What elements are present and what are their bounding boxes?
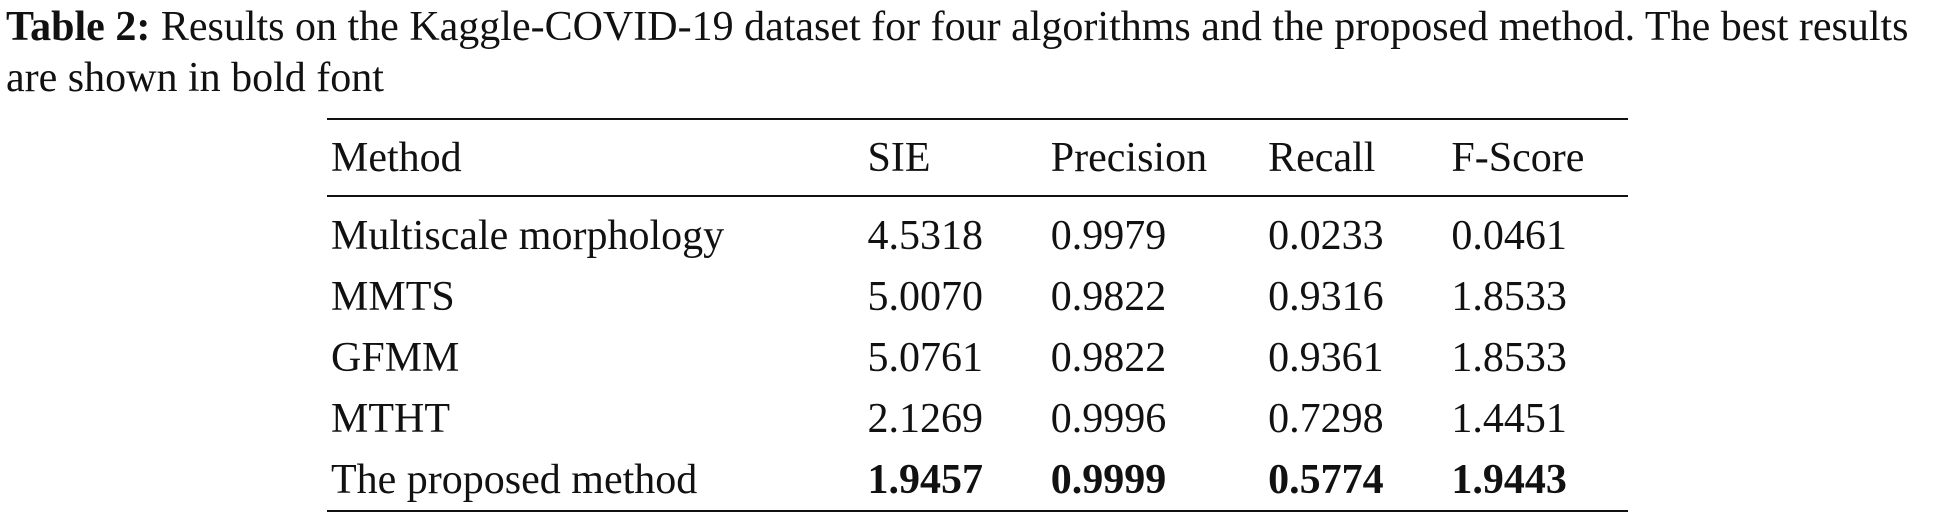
recall-cell: 0.0233 (1268, 212, 1384, 259)
table-row: The proposed method 1.9457 0.9999 0.5774… (327, 449, 1628, 511)
precision-cell: 0.9999 (1050, 456, 1167, 503)
header-f-score: F-Score (1451, 134, 1585, 181)
table-row: MMTS 5.0070 0.9822 0.9316 1.8533 (327, 266, 1628, 327)
table-caption: Table 2: Results on the Kaggle-COVID-19 … (6, 2, 1946, 104)
table-row: Multiscale morphology 4.5318 0.9979 0.02… (327, 196, 1628, 266)
header-method: Method (331, 134, 462, 181)
header-precision: Precision (1050, 134, 1208, 181)
row-method-cell: GFMM (331, 334, 460, 381)
recall-cell: 0.7298 (1268, 395, 1384, 442)
results-table: Method SIE Precision Recall F-Score Mult… (327, 118, 1628, 512)
precision-cell: 0.9996 (1050, 395, 1167, 442)
caption-label: Table 2: (6, 4, 151, 50)
precision-cell: 0.9822 (1050, 334, 1167, 381)
header-recall: Recall (1268, 134, 1376, 181)
precision-cell: 0.9822 (1050, 273, 1167, 320)
recall-cell: 0.5774 (1268, 456, 1384, 503)
recall-cell: 0.9316 (1268, 273, 1384, 320)
row-method-cell: The proposed method (331, 456, 698, 503)
row-method-cell: MMTS (331, 273, 455, 320)
row-method-cell: MTHT (331, 395, 450, 442)
sie-cell: 2.1269 (867, 395, 984, 442)
sie-cell: 4.5318 (867, 212, 984, 259)
sie-cell: 1.9457 (867, 456, 984, 503)
caption-text: Results on the Kaggle-COVID-19 dataset f… (6, 4, 1909, 101)
sie-cell: 5.0761 (867, 334, 984, 381)
table-row: MTHT 2.1269 0.9996 0.7298 1.4451 (327, 388, 1628, 449)
row-method-cell: Multiscale morphology (331, 212, 725, 259)
f-score-cell: 1.9443 (1451, 456, 1567, 503)
f-score-cell: 0.0461 (1451, 212, 1567, 259)
results-table-container: Method SIE Precision Recall F-Score Mult… (327, 118, 1628, 512)
table-header-row: Method SIE Precision Recall F-Score (327, 119, 1628, 196)
f-score-cell: 1.8533 (1451, 334, 1567, 381)
recall-cell: 0.9361 (1268, 334, 1384, 381)
precision-cell: 0.9979 (1050, 212, 1167, 259)
f-score-cell: 1.4451 (1451, 395, 1567, 442)
f-score-cell: 1.8533 (1451, 273, 1567, 320)
sie-cell: 5.0070 (867, 273, 984, 320)
table-row: GFMM 5.0761 0.9822 0.9361 1.8533 (327, 327, 1628, 388)
header-sie: SIE (867, 134, 931, 181)
